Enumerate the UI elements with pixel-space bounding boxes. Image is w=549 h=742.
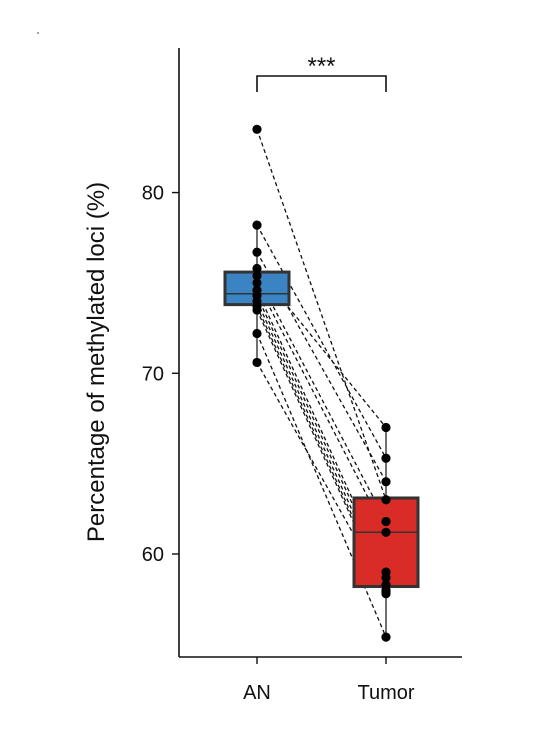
pair-line-12 (256, 333, 387, 638)
pair-line-6 (256, 282, 387, 533)
y-tick-label-80: 80 (142, 183, 164, 205)
significance-bracket: *** (256, 53, 387, 92)
y-tick-label-70: 70 (142, 363, 164, 385)
tumor-point-4 (381, 422, 391, 433)
corner-dot (37, 32, 39, 34)
y-axis-title: Percentage of methylated loci (%) (83, 182, 110, 542)
tumor-point-5 (381, 516, 391, 527)
pair-line-8 (256, 295, 387, 578)
tumor-point-3 (381, 477, 391, 487)
an-point-13 (252, 357, 262, 368)
an-point-11 (252, 305, 262, 315)
y-tick-label-60: 60 (142, 544, 164, 566)
pair-line-1 (256, 129, 387, 500)
an-point-6 (252, 278, 262, 288)
tumor-point-6 (381, 527, 391, 537)
x-tick-label-tumor: Tumor (357, 682, 414, 704)
tumor-point-1 (381, 495, 391, 505)
an-point-1 (252, 124, 262, 134)
pair-line-2 (256, 224, 387, 459)
tumor-point-12 (381, 632, 391, 642)
an-point-12 (252, 328, 262, 339)
pair-line-4 (256, 268, 387, 428)
an-point-3 (252, 247, 262, 257)
an-point-4 (252, 263, 262, 274)
tumor-point-2 (381, 453, 391, 463)
an-point-5 (252, 271, 262, 281)
significance-label: *** (307, 53, 335, 80)
tumor-point-13 (381, 587, 391, 597)
pair-line-5 (256, 275, 387, 522)
x-ticks: AN Tumor (243, 657, 415, 704)
tumor-point-8 (381, 572, 391, 583)
pair-line-7 (256, 289, 387, 573)
x-tick-label-an: AN (243, 682, 271, 704)
significance-bracket-line (256, 75, 387, 92)
y-ticks: 60 70 80 (142, 183, 179, 566)
axes (178, 48, 462, 658)
data-points (252, 124, 391, 642)
an-point-2 (252, 220, 262, 230)
